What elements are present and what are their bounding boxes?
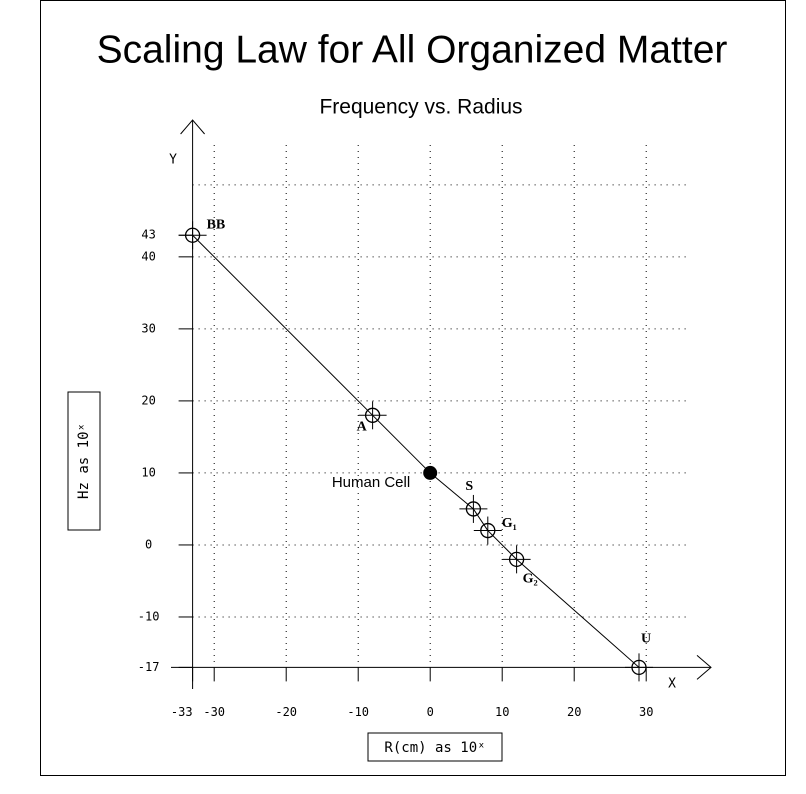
x-axis-name: X <box>668 677 676 692</box>
y-tick-label: -17 <box>138 660 160 674</box>
point-label: BB <box>207 217 226 232</box>
point-label: Human Cell <box>332 474 410 491</box>
point-label: U <box>641 632 651 647</box>
x-tick-label: 10 <box>495 705 509 719</box>
chart-title: Scaling Law for All Organized Matter <box>97 28 728 71</box>
y-tick-label: 0 <box>145 537 152 551</box>
y-tick-label: 30 <box>141 321 155 335</box>
point-label: G₂ <box>523 572 538 587</box>
y-axis-name: Y <box>169 153 177 168</box>
x-tick-label: 20 <box>567 705 581 719</box>
point <box>508 551 525 568</box>
point-label: G₁ <box>502 516 517 531</box>
y-tick-label: 43 <box>141 228 155 242</box>
point <box>364 407 381 423</box>
y-tick-label: 40 <box>141 249 155 263</box>
x-tick-label: -10 <box>347 705 369 719</box>
chart-subtitle: Frequency vs. Radius <box>319 96 522 119</box>
x-tick-label: -20 <box>275 705 297 719</box>
x-tick-label: -33 <box>171 705 193 719</box>
x-axis-label: R(cm) as 10ˣ <box>384 740 485 756</box>
x-tick-label: 30 <box>639 705 653 719</box>
y-label-box <box>67 391 101 531</box>
frame <box>40 0 786 776</box>
point <box>480 522 496 539</box>
y-axis-arrow <box>180 119 205 135</box>
y-tick-label: 20 <box>141 393 155 407</box>
point <box>631 659 647 676</box>
y-tick-label: -10 <box>138 609 160 623</box>
point <box>465 501 482 517</box>
point <box>184 227 201 243</box>
x-tick-label: -30 <box>203 705 225 719</box>
y-axis-label: Hz as 10ˣ <box>76 423 92 499</box>
x-tick-label: 0 <box>427 705 434 719</box>
point-label: A <box>357 420 368 435</box>
y-tick-label: 10 <box>141 465 155 479</box>
x-label-box <box>367 732 503 762</box>
x-axis-arrow <box>696 655 712 680</box>
point-label: S <box>465 479 473 494</box>
point <box>423 465 438 480</box>
